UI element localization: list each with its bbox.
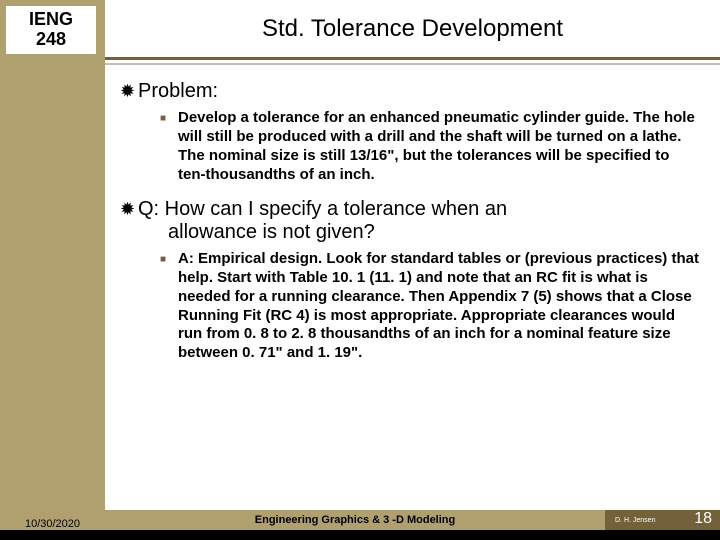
title-shadow — [105, 63, 720, 65]
content-area: ✹ Problem: ■ Develop a tolerance for an … — [120, 80, 700, 377]
sidebar — [0, 0, 105, 540]
page-number: 18 — [694, 510, 712, 528]
slide-title: Std. Tolerance Development — [262, 15, 563, 43]
bullet-question: ✹ Q: How can I specify a tolerance when … — [120, 198, 700, 244]
course-line1: IENG — [29, 10, 73, 30]
square-icon: ■ — [160, 109, 178, 126]
starburst-icon: ✹ — [120, 80, 138, 103]
footer-center: Engineering Graphics & 3 -D Modeling — [105, 510, 605, 530]
starburst-icon: ✹ — [120, 198, 138, 221]
problem-text: Develop a tolerance for an enhanced pneu… — [178, 109, 700, 184]
bullet-problem-detail: ■ Develop a tolerance for an enhanced pn… — [160, 109, 700, 184]
footer: 10/30/2020 Engineering Graphics & 3 -D M… — [0, 510, 720, 540]
slide: IENG 248 Std. Tolerance Development ✹ Pr… — [0, 0, 720, 540]
square-icon: ■ — [160, 250, 178, 267]
footer-author: D. H. Jensen — [615, 517, 655, 524]
course-line2: 248 — [36, 30, 66, 50]
q-line1: Q: How can I specify a tolerance when an — [138, 198, 507, 220]
footer-underline — [0, 530, 720, 540]
q-line2: allowance is not given? — [138, 221, 700, 244]
course-code-box: IENG 248 — [6, 6, 96, 54]
footer-date: 10/30/2020 — [0, 518, 105, 530]
answer-text: A: Empirical design. Look for standard t… — [178, 250, 700, 363]
title-band: Std. Tolerance Development — [105, 0, 720, 60]
problem-label: Problem: — [138, 80, 700, 103]
bullet-answer: ■ A: Empirical design. Look for standard… — [160, 250, 700, 363]
question-text: Q: How can I specify a tolerance when an… — [138, 198, 700, 244]
bullet-problem: ✹ Problem: — [120, 80, 700, 103]
